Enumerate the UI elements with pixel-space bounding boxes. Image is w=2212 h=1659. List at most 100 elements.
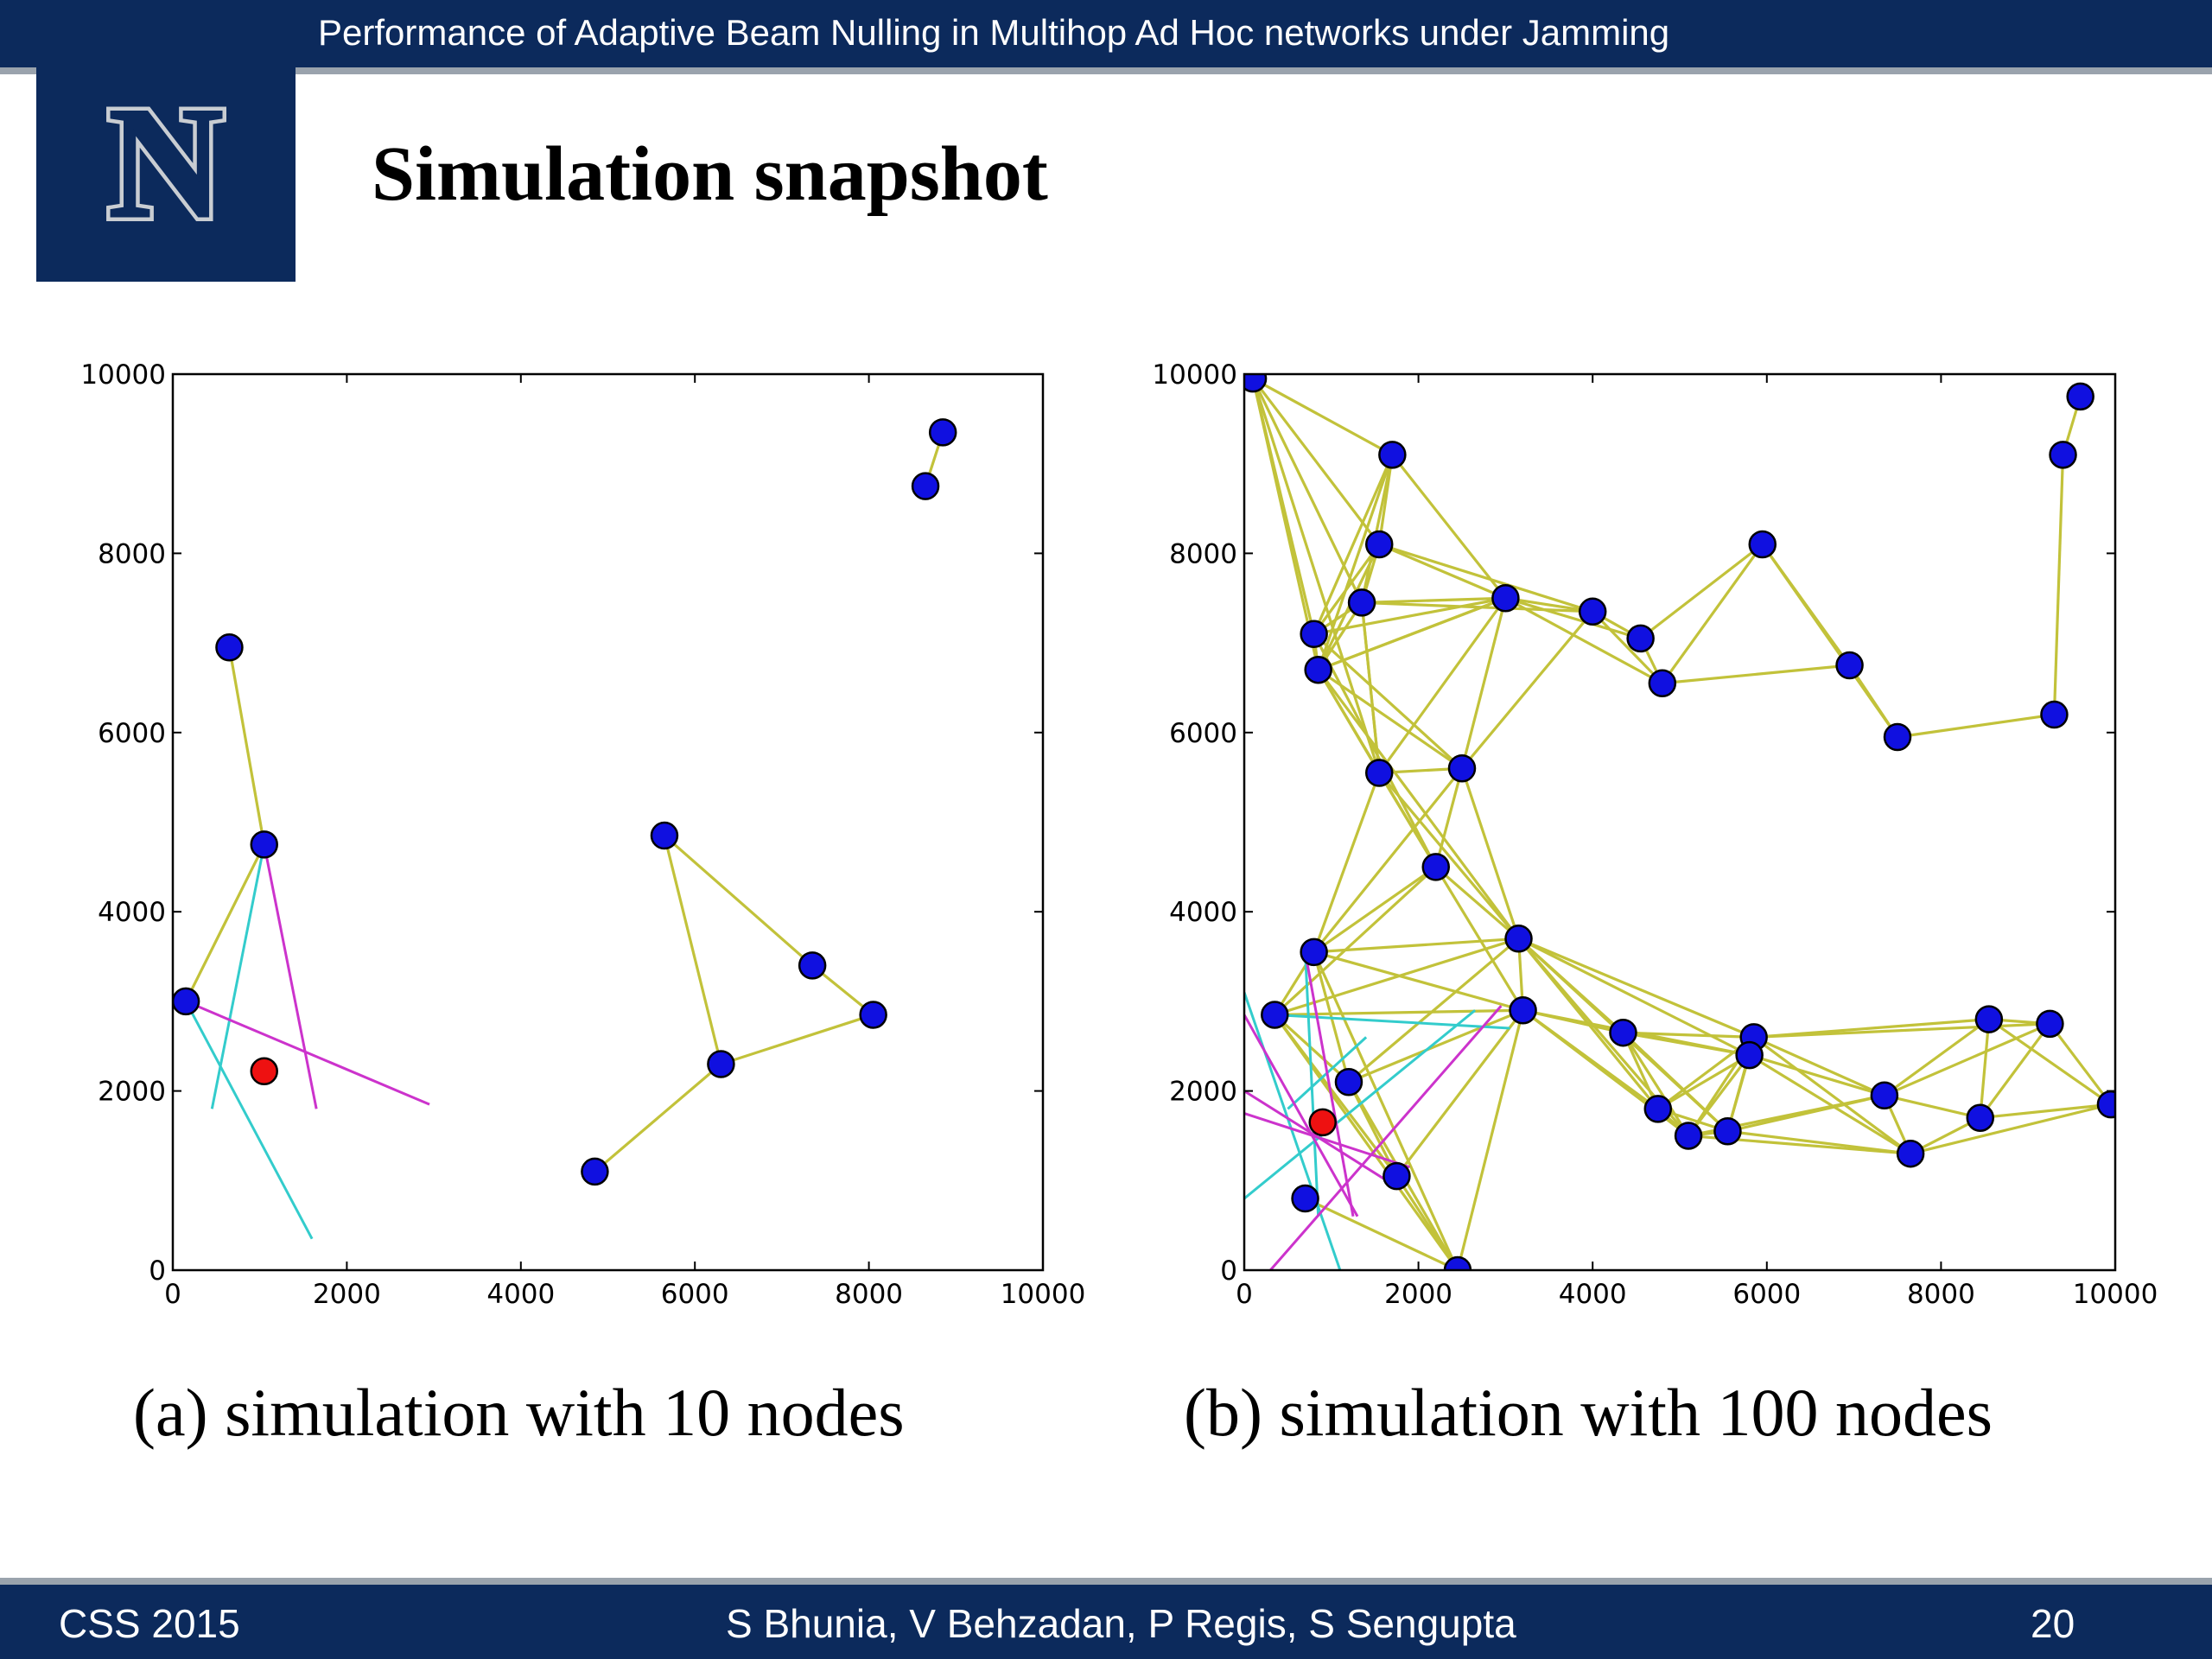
link-line: [1460, 610, 1594, 770]
link-line: [1313, 632, 1438, 868]
x-tick-label: 0: [1236, 1279, 1253, 1310]
link-line: [1313, 772, 1381, 953]
footer-conference: CSS 2015: [59, 1601, 240, 1646]
x-tick-label: 4000: [486, 1279, 555, 1310]
null-line: [1304, 951, 1355, 1217]
slide-title: Simulation snapshot: [372, 131, 1048, 217]
link-line: [1304, 1197, 1459, 1270]
link-line: [1661, 543, 1764, 684]
node-point: [1447, 754, 1477, 783]
y-tick-label: 6000: [98, 718, 166, 749]
link-line: [1362, 601, 1593, 613]
link-line: [1377, 597, 1507, 774]
caption-b: (b) simulation with 100 nodes: [1184, 1375, 1993, 1450]
node-point: [2036, 1009, 2064, 1039]
beam-line: [1244, 992, 1342, 1270]
link-line: [1251, 378, 1381, 773]
link-line: [1348, 1008, 1524, 1084]
link-line: [1313, 937, 1519, 954]
link-line: [1623, 1031, 1750, 1057]
y-tick-label: 8000: [1169, 538, 1237, 569]
link-line: [720, 1013, 874, 1066]
node-point: [1609, 1018, 1637, 1047]
link-line: [1434, 866, 1524, 1012]
link-line: [1505, 596, 1593, 613]
node-point: [1334, 1067, 1363, 1096]
jammer-point: [250, 1057, 278, 1086]
x-tick-label: 2000: [313, 1279, 381, 1310]
node-point: [1300, 620, 1328, 648]
node-point: [1382, 1161, 1411, 1191]
x-tick-label: 8000: [1907, 1279, 1975, 1310]
node-point: [1509, 996, 1537, 1025]
link-line: [1456, 1009, 1525, 1270]
null-line: [1244, 1112, 1410, 1169]
link-line: [1752, 1036, 1912, 1155]
footer-page-number: 20: [2031, 1601, 2075, 1646]
node-point: [1578, 597, 1607, 626]
node-point: [1261, 1001, 1289, 1029]
caption-a: (a) simulation with 10 nodes: [133, 1375, 905, 1450]
node-point: [707, 1050, 735, 1078]
link-line: [1897, 713, 2055, 739]
node-point: [1491, 584, 1520, 613]
link-line: [2052, 454, 2065, 715]
link-line: [1662, 664, 1850, 685]
node-point: [1291, 1184, 1319, 1213]
node-point: [173, 987, 200, 1016]
node-point: [1748, 530, 1777, 559]
footer-rule: [0, 1578, 2212, 1585]
link-line: [1460, 597, 1507, 769]
x-tick-label: 10000: [2073, 1279, 2158, 1310]
node-point: [1974, 1005, 2004, 1033]
link-line: [1362, 596, 1506, 605]
node-point: [2049, 441, 2077, 469]
plot-frame: [171, 372, 1045, 1272]
x-tick-label: 6000: [661, 1279, 729, 1310]
jammer-point: [1308, 1108, 1337, 1137]
university-n-logo: N N: [36, 67, 296, 282]
link-line: [1378, 543, 1507, 600]
y-tick-label: 8000: [98, 538, 166, 569]
link-line: [1395, 1175, 1459, 1270]
node-point: [1304, 655, 1332, 684]
link-line: [1622, 1032, 1729, 1133]
link-line: [1656, 1053, 1751, 1110]
node-point: [1364, 530, 1394, 559]
link-line: [1317, 669, 1520, 940]
beam-line: [210, 844, 266, 1109]
svg-text:N: N: [109, 74, 224, 251]
node-point: [2096, 1090, 2115, 1119]
y-tick-label: 10000: [80, 359, 166, 391]
node-point: [1674, 1122, 1703, 1150]
link-line: [1360, 602, 1381, 773]
y-tick-label: 2000: [98, 1077, 166, 1108]
link-line: [1313, 767, 1464, 953]
node-point: [1643, 1095, 1673, 1123]
link-line: [1274, 1008, 1523, 1017]
node-point: [1626, 624, 1655, 653]
node-point: [250, 830, 278, 859]
node-point: [1300, 938, 1328, 967]
chart-b: 0 2000 4000 6000 8000 10000 0 2000 4000 6000 8000 1…: [1152, 359, 2158, 1310]
link-line: [1639, 543, 1764, 640]
plot-frame: [1243, 372, 2117, 1272]
node-point: [1835, 651, 1864, 680]
node-point: [1713, 1117, 1742, 1146]
footer-authors: S Bhunia, V Behzadan, P Regis, S Sengupt…: [726, 1601, 1516, 1646]
node-point: [1735, 1040, 1764, 1070]
link-line: [1391, 454, 1507, 600]
link-line: [184, 843, 266, 1002]
link-line: [1592, 610, 1663, 684]
node-point: [1347, 588, 1376, 617]
link-line: [1980, 1103, 2112, 1120]
x-tick-label: 10000: [1001, 1279, 1086, 1310]
link-line: [1313, 950, 1523, 1012]
x-tick-label: 8000: [835, 1279, 903, 1310]
null-line: [185, 1000, 430, 1106]
y-tick-label: 4000: [98, 897, 166, 928]
link-line: [1434, 866, 1520, 940]
footer-banner: [0, 1585, 2212, 1659]
node-point: [798, 951, 827, 980]
link-line: [1360, 454, 1394, 603]
